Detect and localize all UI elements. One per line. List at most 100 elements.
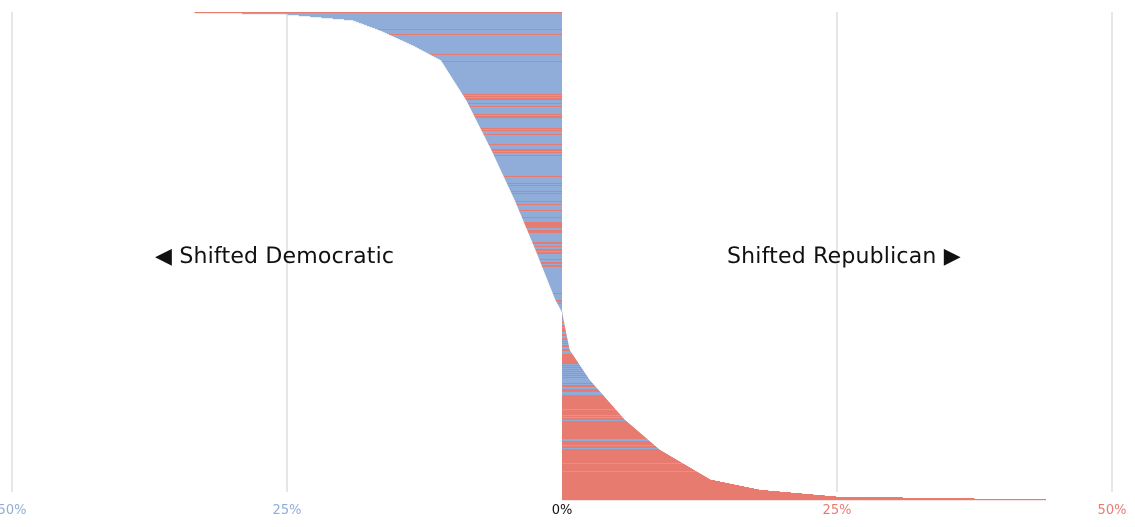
shift-bar [562, 332, 567, 334]
shift-bar [467, 103, 562, 105]
shift-bar [562, 415, 622, 417]
shift-bar [562, 426, 633, 428]
shift-bar [562, 427, 634, 429]
shift-bar [562, 383, 593, 385]
shift-bar [455, 82, 562, 84]
shift-bar [445, 67, 562, 69]
shift-bar [500, 170, 562, 172]
shift-bar [562, 476, 706, 478]
shift-bar [457, 86, 562, 88]
shift-bar [562, 472, 699, 474]
shift-bar [524, 223, 562, 225]
shift-bar [526, 229, 562, 231]
shift-bar [562, 485, 740, 487]
shift-bar [562, 422, 629, 424]
shift-bar [400, 39, 562, 41]
shift-bar [562, 433, 641, 435]
shift-bar [510, 191, 562, 193]
shift-bar [479, 125, 562, 127]
shift-bar [298, 15, 562, 17]
shift-bar [562, 460, 679, 462]
shift-bar [542, 267, 562, 269]
shift-bar [480, 128, 562, 130]
shift-bar [481, 129, 562, 131]
shift-bar [501, 172, 562, 174]
shift-bar [562, 343, 569, 345]
shift-bar [562, 400, 608, 402]
shift-bar [553, 295, 562, 297]
shift-bar [562, 434, 643, 436]
shift-bar [532, 243, 562, 245]
shift-bar [561, 310, 562, 312]
shift-bar [531, 241, 562, 243]
shift-bar [536, 252, 562, 254]
shift-bar [526, 228, 562, 230]
shift-bar [544, 272, 562, 274]
shift-bar [485, 138, 562, 140]
shift-bar [557, 304, 562, 306]
shift-bar [547, 279, 562, 281]
shift-bar [527, 231, 562, 233]
shift-bar [551, 290, 562, 292]
shift-bar [533, 245, 562, 247]
shift-bar [502, 174, 562, 176]
shift-bar [536, 253, 562, 255]
shift-bar [562, 486, 745, 488]
shift-bar [562, 365, 581, 367]
shift-bar [562, 368, 583, 370]
shift-bar [397, 38, 562, 40]
shift-bar [558, 305, 562, 307]
x-tick-label: 0% [551, 503, 573, 518]
shift-bar [562, 424, 631, 426]
shift-bar [486, 140, 562, 142]
shift-bar [562, 410, 617, 412]
shift-bar [562, 355, 574, 357]
shift-bar [547, 280, 562, 282]
shift-bar [478, 123, 562, 125]
shift-bar [460, 91, 562, 93]
shift-bar [562, 349, 570, 351]
shift-bar [435, 57, 562, 59]
shift-bar [562, 468, 692, 470]
shift-bar [456, 84, 562, 86]
shift-bar [562, 407, 615, 409]
shift-bar [424, 51, 562, 53]
shift-bar [562, 455, 670, 457]
shift-bar [550, 286, 562, 288]
shift-bar [417, 47, 562, 49]
shift-bar [562, 431, 639, 433]
shift-bar [480, 127, 562, 129]
shift-bar [466, 100, 562, 102]
shift-bar [520, 214, 562, 216]
shift-bar [562, 376, 588, 378]
shift-bar [465, 98, 562, 100]
shift-bar [519, 210, 562, 212]
shift-bar [562, 483, 730, 485]
shift-bar [515, 201, 562, 203]
shift-bar [494, 156, 562, 158]
shift-bar [546, 278, 562, 280]
shift-bar [538, 258, 562, 260]
shift-bar [517, 207, 562, 209]
shift-bar [528, 232, 562, 234]
shift-bar [562, 432, 640, 434]
shift-bar [537, 255, 562, 257]
shift-bar [433, 56, 562, 58]
shift-bar [475, 118, 562, 120]
shift-bar [562, 330, 566, 332]
shift-bar [562, 492, 791, 494]
shift-bar [441, 61, 562, 63]
shift-bar [477, 122, 562, 124]
shift-bar [562, 378, 589, 380]
shift-bar [562, 342, 569, 344]
shift-bar [562, 481, 721, 483]
shift-bar [562, 320, 564, 322]
shift-bar [486, 139, 562, 141]
shift-bar [537, 254, 562, 256]
shift-bar [548, 282, 562, 284]
shift-bar [466, 101, 562, 103]
shift-bar [562, 313, 563, 315]
shift-bar [562, 489, 759, 491]
x-tick-label: 25% [822, 503, 852, 518]
